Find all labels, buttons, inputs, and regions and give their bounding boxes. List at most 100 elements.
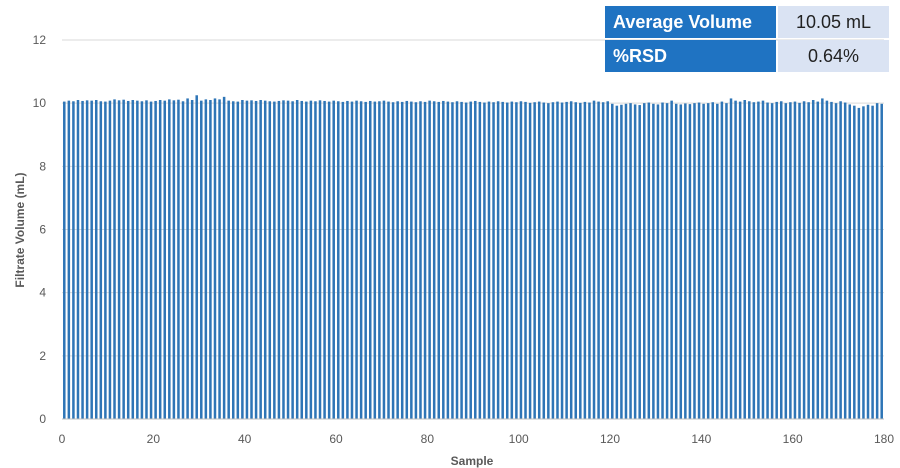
bar-sample-48 [277,100,281,419]
rsd-label: %RSD [605,40,776,72]
bar-sample-96 [496,101,500,419]
bar-sample-64 [350,101,354,420]
bar-sample-56 [314,101,317,419]
bar-sample-63 [346,100,349,419]
bar-sample-164 [807,102,810,419]
bar-sample-58 [323,100,326,419]
bar-sample-61 [337,101,340,419]
bar-sample-44 [259,100,262,419]
bar-sample-140 [697,102,701,419]
bar-sample-17 [136,100,139,419]
bar-sample-6 [85,100,89,420]
y-tick-label: 10 [33,96,47,110]
bar-sample-159 [784,103,788,420]
y-axis-title: Filtrate Volume (mL) [13,172,27,287]
bar-sample-41 [245,100,249,419]
bar-sample-171 [839,101,842,419]
bar-sample-70 [378,101,381,419]
bar-sample-167 [821,98,824,419]
bar-sample-43 [254,100,258,419]
bar-sample-163 [802,101,806,419]
bar-sample-65 [355,100,358,419]
bar-sample-59 [327,101,331,420]
bar-sample-134 [670,100,673,419]
bar-sample-11 [108,100,112,419]
bar-sample-106 [542,102,546,419]
bar-sample-177 [866,104,870,419]
bar-sample-103 [528,102,532,419]
bar-sample-34 [213,98,217,419]
bar-sample-152 [752,102,756,419]
bar-sample-28 [186,98,189,419]
bar-sample-73 [391,102,395,419]
bar-sample-47 [273,101,276,420]
bar-sample-39 [236,101,240,420]
bar-sample-8 [94,100,98,419]
bar-sample-42 [250,100,253,420]
bar-sample-90 [469,101,472,420]
bars [63,95,883,420]
bar-sample-26 [177,99,180,419]
bar-sample-49 [282,100,285,420]
bar-sample-144 [716,103,719,419]
bar-sample-38 [231,101,235,419]
bar-sample-110 [560,102,564,419]
bar-sample-9 [99,101,103,419]
stats-row-rsd: %RSD 0.64% [605,40,889,72]
bar-sample-98 [505,102,509,419]
bar-sample-143 [711,102,715,419]
bar-sample-156 [770,103,774,420]
bar-sample-66 [359,101,363,419]
bar-sample-158 [779,101,783,419]
bar-sample-100 [515,102,518,419]
bar-sample-121 [611,103,614,419]
bar-sample-111 [565,101,568,420]
bar-sample-74 [396,101,399,419]
bar-sample-54 [305,101,308,420]
bar-sample-150 [743,100,746,419]
bar-sample-93 [483,102,486,419]
bar-sample-31 [200,100,203,419]
bar-sample-7 [90,100,93,419]
bar-sample-149 [738,101,742,420]
bar-sample-2 [67,100,71,419]
bar-sample-130 [652,103,655,419]
bar-sample-25 [172,100,176,420]
bar-sample-101 [519,101,523,419]
bar-sample-23 [163,100,167,419]
bar-sample-136 [679,104,683,420]
bar-sample-139 [693,103,696,420]
bar-sample-151 [748,101,751,419]
bar-sample-138 [688,104,692,419]
bar-sample-145 [720,101,724,420]
bar-sample-162 [798,102,801,419]
bar-sample-46 [268,101,272,419]
bar-sample-119 [601,102,605,419]
bar-sample-104 [533,102,536,419]
x-axis-title: Sample [451,454,494,468]
bar-sample-142 [706,103,710,420]
x-tick-label: 160 [783,432,803,446]
x-tick-label: 40 [238,432,252,446]
x-tick-label: 180 [874,432,894,446]
bar-sample-117 [592,100,596,419]
stats-row-average: Average Volume 10.05 mL [605,6,889,38]
bar-sample-99 [510,101,514,420]
bar-sample-83 [437,101,441,420]
bar-sample-3 [72,101,75,419]
y-tick-label: 4 [39,286,46,300]
bar-sample-18 [140,101,144,419]
bar-sample-133 [665,103,669,420]
x-tick-label: 0 [59,432,66,446]
bar-sample-77 [410,101,413,420]
bar-sample-126 [633,104,637,420]
y-tick-label: 6 [39,223,46,237]
bar-sample-5 [81,100,84,419]
bar-sample-92 [478,101,482,420]
y-tick-label: 12 [33,33,47,47]
bar-sample-86 [451,102,454,419]
bar-sample-81 [428,100,431,419]
bar-sample-10 [104,101,107,420]
bar-sample-109 [556,101,559,420]
